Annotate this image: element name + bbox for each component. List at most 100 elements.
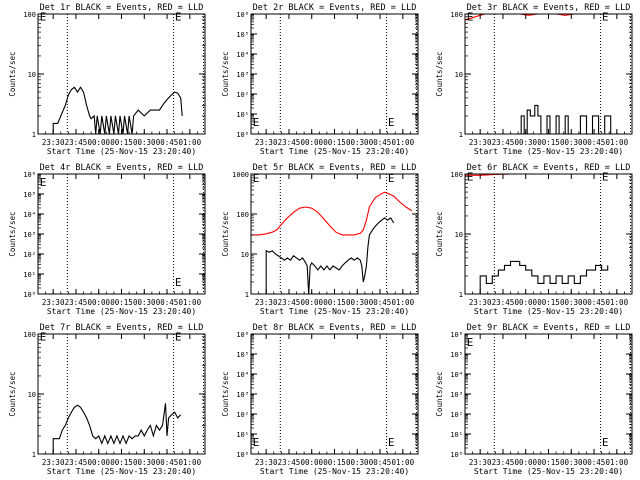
- y-tick-label: 1000: [232, 171, 249, 179]
- detector-panel-5: Det 5r BLACK = Events, RED = LLD 23:30 23:…: [221, 163, 419, 316]
- y-axis-label: Counts/sec: [8, 51, 17, 96]
- x-tick-label: 00:45: [583, 458, 606, 467]
- y-tick-label: 100: [236, 211, 249, 219]
- panel-title: Det 9r BLACK = Events, RED = LLD: [467, 323, 631, 333]
- x-tick-label: 00:15: [110, 458, 133, 467]
- x-tick-label: 23:30: [469, 298, 492, 307]
- y-tick-label: 10⁵: [236, 31, 249, 39]
- lld-series-line: [465, 174, 610, 176]
- plot-frame: [37, 333, 206, 455]
- x-tick-label: 00:15: [110, 298, 133, 307]
- x-axis-label: Start Time (25-Nov-15 23:20:40): [474, 467, 623, 476]
- x-tick-label: 01:00: [179, 138, 202, 147]
- y-tick-label: 10⁰: [450, 451, 463, 459]
- y-axis-label: Counts/sec: [435, 371, 444, 416]
- y-tick-label: 10⁶: [450, 331, 463, 339]
- x-tick-label: 01:00: [606, 458, 629, 467]
- x-tick-label: 00:00: [300, 298, 323, 307]
- x-tick-label: 00:30: [560, 458, 583, 467]
- panel-title: Det 1r BLACK = Events, RED = LLD: [40, 3, 204, 13]
- y-axis-label: Counts/sec: [221, 51, 230, 96]
- y-tick-label: 10¹: [23, 271, 36, 279]
- panel-title: Det 6r BLACK = Events, RED = LLD: [467, 163, 631, 173]
- x-tick-label: 23:45: [278, 458, 301, 467]
- y-tick-label: 10³: [450, 391, 463, 399]
- y-axis-label: Counts/sec: [435, 51, 444, 96]
- event-marker-label: E: [602, 171, 609, 184]
- y-tick-label: 10⁶: [23, 171, 36, 179]
- y-tick-label: 10⁶: [236, 11, 249, 19]
- y-tick-label: 10: [241, 251, 249, 259]
- event-marker-label: E: [40, 176, 47, 189]
- x-tick-label: 00:15: [537, 298, 560, 307]
- x-axis-label: Start Time (25-Nov-15 23:20:40): [260, 307, 409, 316]
- x-tick-label: 23:30: [42, 138, 65, 147]
- x-tick-label: 23:45: [492, 138, 515, 147]
- y-tick-label: 10⁴: [236, 51, 249, 59]
- panel-title: Det 2r BLACK = Events, RED = LLD: [253, 3, 417, 13]
- x-tick-label: 23:45: [278, 138, 301, 147]
- x-tick-label: 23:30: [255, 138, 278, 147]
- y-tick-label: 1: [459, 291, 463, 299]
- x-tick-label: 01:00: [179, 458, 202, 467]
- x-tick-label: 23:30: [42, 298, 65, 307]
- panel-title: Det 7r BLACK = Events, RED = LLD: [40, 323, 204, 333]
- x-tick-label: 23:45: [65, 458, 88, 467]
- y-tick-label: 10¹: [236, 431, 249, 439]
- x-tick-label: 00:00: [87, 298, 110, 307]
- event-marker-label: E: [602, 436, 609, 449]
- y-tick-label: 10: [455, 71, 463, 79]
- x-tick-label: 00:45: [156, 298, 179, 307]
- y-tick-label: 1: [32, 131, 36, 139]
- detector-panel-6: Det 6r BLACK = Events, RED = LLD 23:30 23:…: [435, 163, 633, 316]
- detector-panel-4: Det 4r BLACK = Events, RED = LLD 23:30 23:…: [8, 163, 206, 316]
- y-tick-label: 10⁴: [23, 211, 36, 219]
- x-tick-label: 00:30: [133, 138, 156, 147]
- x-tick-label: 23:30: [469, 458, 492, 467]
- x-tick-label: 01:00: [392, 298, 415, 307]
- panel-title: Det 4r BLACK = Events, RED = LLD: [40, 163, 204, 173]
- x-tick-label: 00:00: [514, 298, 537, 307]
- x-tick-label: 23:45: [492, 458, 515, 467]
- x-tick-label: 00:30: [560, 138, 583, 147]
- y-tick-label: 100: [450, 11, 463, 19]
- detector-panel-2: Det 2r BLACK = Events, RED = LLD 23:30 23:…: [221, 3, 419, 156]
- event-marker-label: E: [388, 436, 395, 449]
- y-axis-label: Counts/sec: [221, 211, 230, 256]
- event-marker-label: E: [40, 11, 47, 24]
- y-tick-label: 10⁵: [450, 351, 463, 359]
- event-marker-label: E: [40, 331, 47, 344]
- events-series-line: [265, 217, 395, 294]
- x-tick-label: 23:45: [65, 298, 88, 307]
- y-tick-label: 10³: [236, 391, 249, 399]
- plot-frame: [250, 173, 419, 295]
- x-tick-label: 23:30: [42, 458, 65, 467]
- x-tick-label: 00:30: [346, 458, 369, 467]
- x-tick-label: 00:15: [537, 458, 560, 467]
- x-tick-label: 00:30: [560, 298, 583, 307]
- y-tick-label: 10⁴: [236, 371, 249, 379]
- events-series-line: [520, 104, 612, 134]
- x-tick-label: 00:00: [87, 458, 110, 467]
- x-tick-label: 23:45: [492, 298, 515, 307]
- x-tick-label: 00:15: [110, 138, 133, 147]
- y-tick-label: 10⁴: [450, 371, 463, 379]
- event-marker-label: E: [388, 172, 395, 185]
- x-tick-label: 01:00: [606, 298, 629, 307]
- x-tick-label: 01:00: [392, 138, 415, 147]
- x-tick-label: 00:45: [156, 458, 179, 467]
- y-tick-label: 10⁶: [236, 331, 249, 339]
- x-tick-label: 00:30: [346, 138, 369, 147]
- x-tick-label: 01:00: [606, 138, 629, 147]
- x-tick-label: 00:45: [156, 138, 179, 147]
- y-tick-label: 10: [28, 71, 36, 79]
- detector-panel-9: Det 9r BLACK = Events, RED = LLD 23:30 23:…: [435, 323, 633, 476]
- y-tick-label: 1: [245, 291, 249, 299]
- x-tick-label: 01:00: [392, 458, 415, 467]
- y-axis-label: Counts/sec: [8, 211, 17, 256]
- event-marker-label: E: [175, 276, 182, 289]
- panel-title: Det 8r BLACK = Events, RED = LLD: [253, 323, 417, 333]
- x-axis-label: Start Time (25-Nov-15 23:20:40): [47, 307, 196, 316]
- x-tick-label: 01:00: [179, 298, 202, 307]
- lld-series-line: [251, 191, 413, 236]
